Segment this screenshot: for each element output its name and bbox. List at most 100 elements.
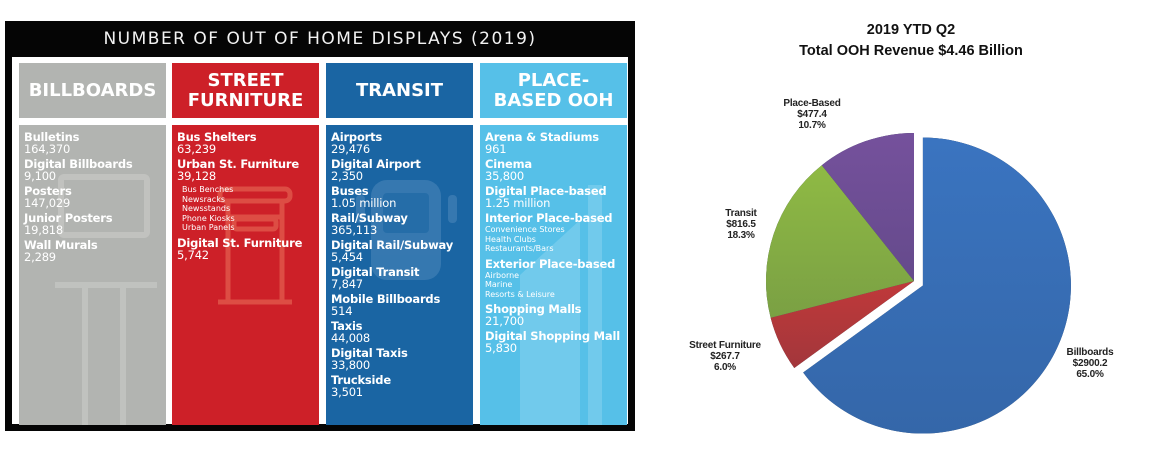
ooh-displays-infographic: NUMBER OF OUT OF HOME DISPLAYS (2019) BI… — [5, 21, 635, 431]
slice-value: $477.4 — [797, 109, 827, 120]
item-label: Truckside — [331, 373, 391, 387]
list-item: Exterior Place-based Airborne Marine Res… — [485, 258, 625, 300]
item-value: 5,742 — [177, 247, 209, 262]
item-value: 2,350 — [331, 169, 363, 183]
item-label: Cinema — [485, 157, 532, 171]
item-value: 3,501 — [331, 385, 363, 399]
item-label: Digital Airport — [331, 157, 421, 171]
slice-label-transit: Transit $816.5 18.3% — [716, 208, 766, 241]
list-item: Buses 1.05 million — [331, 185, 471, 209]
column-header: TRANSIT — [326, 63, 473, 118]
item-label: Shopping Malls — [485, 302, 582, 316]
column-header-line: STREET — [207, 69, 284, 91]
column-body: Bus Shelters 63,239 Urban St. Furniture 3… — [172, 125, 319, 425]
sub-item: Phone Kiosks — [182, 213, 235, 223]
list-item: Interior Place-based Convenience Stores … — [485, 212, 625, 254]
item-value: 1.05 million — [331, 196, 397, 210]
sub-list: Airborne Marine Resorts & Leisure — [485, 271, 625, 300]
list-item: Arena & Stadiums 961 — [485, 131, 625, 155]
list-item: Mobile Billboards 514 — [331, 293, 471, 317]
item-value: 29,476 — [331, 142, 371, 156]
column-header-line: BILLBOARDS — [28, 79, 157, 101]
slice-value: $816.5 — [726, 219, 756, 230]
slice-name: Transit — [725, 208, 757, 219]
pie-slice-place-based — [821, 133, 914, 281]
item-label: Buses — [331, 184, 369, 198]
list-item: Posters 147,029 — [24, 185, 164, 209]
item-label: Urban St. Furniture — [177, 157, 299, 171]
chart-subtitle: Total OOH Revenue $4.46 Billion — [799, 43, 1023, 59]
sub-item: Newsstands — [182, 204, 231, 213]
column-header: PLACE- BASED OOH — [480, 63, 627, 118]
column-header-line: TRANSIT — [355, 79, 444, 101]
item-label: Posters — [24, 184, 72, 198]
list-item: Shopping Malls 21,700 — [485, 303, 625, 327]
sub-item: Convenience Stores — [485, 225, 565, 234]
item-value: 44,008 — [331, 331, 371, 345]
slice-label-billboards: Billboards $2900.2 65.0% — [1060, 347, 1120, 380]
list-item: Rail/Subway 365,113 — [331, 212, 471, 236]
item-value: 5,454 — [331, 250, 363, 264]
sub-list: Convenience Stores Health Clubs Restaura… — [485, 225, 625, 254]
list-item: Digital Airport 2,350 — [331, 158, 471, 182]
list-item: Digital St. Furniture 5,742 — [177, 237, 317, 261]
item-value: 33,800 — [331, 358, 371, 372]
pie-slice-transit — [766, 165, 914, 318]
revenue-pie-chart: 2019 YTD Q2 Total OOH Revenue $4.46 Bill… — [660, 0, 1162, 451]
slice-name: Place-Based — [783, 98, 841, 109]
items-list: Bulletins 164,370 Digital Billboards 9,100… — [24, 131, 164, 266]
list-item: Digital Rail/Subway 5,454 — [331, 239, 471, 263]
chart-title-line: 2019 YTD Q2 — [866, 22, 956, 38]
item-value: 5,830 — [485, 341, 517, 355]
item-value: 39,128 — [177, 169, 217, 183]
item-label: Digital Rail/Subway — [331, 238, 453, 252]
item-value: 2,289 — [24, 250, 56, 264]
item-label: Wall Murals — [24, 238, 98, 252]
item-label: Digital Taxis — [331, 346, 408, 360]
mailbox-icon — [217, 186, 293, 305]
slice-percent: 6.0% — [714, 362, 736, 373]
item-label: Interior Place-based — [485, 211, 613, 225]
list-item: Taxis 44,008 — [331, 320, 471, 344]
item-label: Digital Transit — [331, 265, 420, 279]
building-icon — [520, 185, 602, 425]
item-value: 961 — [485, 142, 507, 156]
chart-title: 2019 YTD Q2 Total OOH Revenue $4.46 Bill… — [660, 20, 1162, 62]
item-label: Digital St. Furniture — [177, 235, 303, 250]
item-value: 365,113 — [331, 223, 378, 237]
slice-label-street-furniture: Street Furniture $267.7 6.0% — [680, 340, 770, 373]
items-list: Arena & Stadiums 961 Cinema 35,800 Digital… — [485, 131, 625, 357]
list-item: Junior Posters 19,818 — [24, 212, 164, 236]
item-label: Rail/Subway — [331, 211, 408, 225]
item-label: Junior Posters — [24, 211, 113, 225]
item-value: 35,800 — [485, 169, 525, 183]
sub-item: Bus Benches — [182, 185, 234, 194]
slice-percent: 18.3% — [727, 230, 755, 241]
item-value: 7,847 — [331, 277, 363, 291]
slice-value: $2900.2 — [1072, 358, 1108, 369]
item-value: 19,818 — [24, 223, 64, 237]
item-label: Airports — [331, 130, 383, 144]
slice-name: Street Furniture — [689, 340, 761, 351]
items-list: Bus Shelters 63,239 Urban St. Furniture 3… — [177, 131, 317, 264]
item-label: Taxis — [331, 319, 363, 333]
list-item: Cinema 35,800 — [485, 158, 625, 182]
item-value: 9,100 — [24, 169, 56, 183]
item-label: Arena & Stadiums — [485, 130, 599, 144]
item-value: 514 — [331, 304, 353, 318]
list-item: Digital Shopping Mall 5,830 — [485, 330, 625, 354]
pie-slice-street-furniture — [770, 281, 914, 368]
item-label: Bus Shelters — [177, 130, 257, 144]
slice-percent: 10.7% — [798, 120, 826, 131]
sub-item: Airborne — [485, 270, 520, 280]
list-item: Digital Taxis 33,800 — [331, 347, 471, 371]
list-item: Digital Transit 7,847 — [331, 266, 471, 290]
item-label: Digital Place-based — [485, 184, 607, 198]
item-value: 1.25 million — [485, 196, 551, 210]
item-value: 147,029 — [24, 196, 71, 210]
column-header: STREET FURNITURE — [172, 63, 319, 118]
sub-item: Restaurants/Bars — [485, 244, 554, 253]
infographic-panel: BILLBOARDS Bulletins 164,370 Digital Bill… — [12, 57, 628, 425]
item-label: Digital Billboards — [24, 157, 133, 171]
list-item: Bus Shelters 63,239 — [177, 131, 317, 155]
